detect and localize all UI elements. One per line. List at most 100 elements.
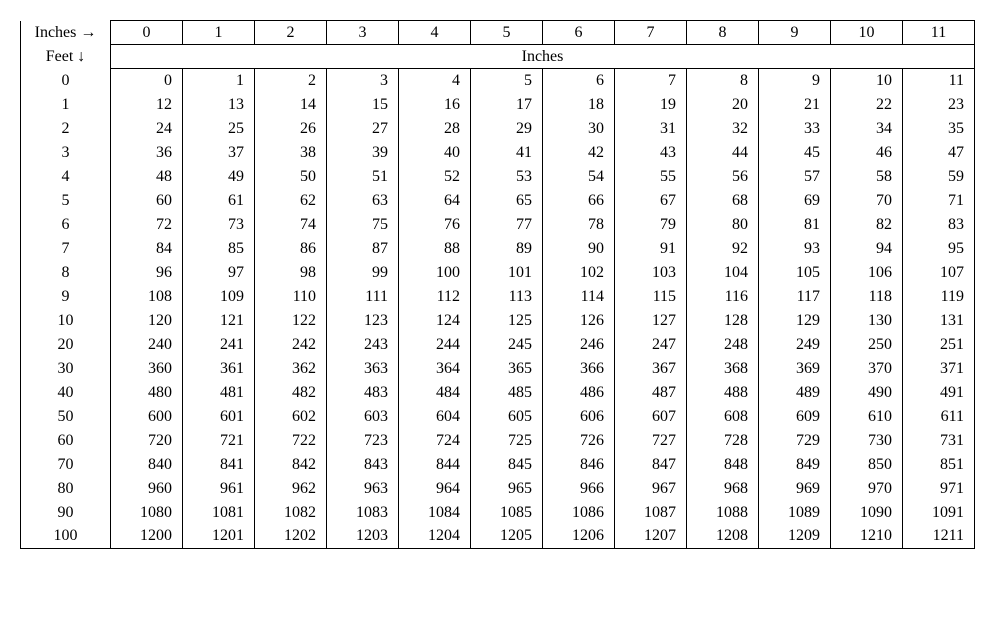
table-cell: 12 — [111, 93, 183, 117]
table-cell: 247 — [615, 333, 687, 357]
table-cell: 851 — [903, 453, 975, 477]
table-cell: 115 — [615, 285, 687, 309]
column-header: 0 — [111, 21, 183, 45]
table-cell: 249 — [759, 333, 831, 357]
table-row: 20240241242243244245246247248249250251 — [21, 333, 975, 357]
table-cell: 71 — [903, 189, 975, 213]
table-row: 10120121122123124125126127128129130131 — [21, 309, 975, 333]
table-cell: 1080 — [111, 501, 183, 525]
table-row: 1001200120112021203120412051206120712081… — [21, 525, 975, 549]
row-header-label: Feet ↓ — [21, 45, 111, 69]
table-cell: 1200 — [111, 525, 183, 549]
table-cell: 116 — [687, 285, 759, 309]
row-header: 2 — [21, 117, 111, 141]
table-cell: 124 — [399, 309, 471, 333]
table-cell: 114 — [543, 285, 615, 309]
table-cell: 91 — [615, 237, 687, 261]
table-cell: 56 — [687, 165, 759, 189]
table-cell: 92 — [687, 237, 759, 261]
table-cell: 842 — [255, 453, 327, 477]
table-cell: 51 — [327, 165, 399, 189]
table-cell: 1208 — [687, 525, 759, 549]
table-cell: 2 — [255, 69, 327, 93]
table-cell: 82 — [831, 213, 903, 237]
row-header: 20 — [21, 333, 111, 357]
table-cell: 25 — [183, 117, 255, 141]
table-cell: 964 — [399, 477, 471, 501]
table-cell: 723 — [327, 429, 399, 453]
table-cell: 603 — [327, 405, 399, 429]
table-cell: 1089 — [759, 501, 831, 525]
table-row: 4484950515253545556575859 — [21, 165, 975, 189]
table-cell: 112 — [399, 285, 471, 309]
table-cell: 74 — [255, 213, 327, 237]
table-cell: 245 — [471, 333, 543, 357]
table-cell: 15 — [327, 93, 399, 117]
table-cell: 848 — [687, 453, 759, 477]
column-header: 5 — [471, 21, 543, 45]
table-cell: 968 — [687, 477, 759, 501]
table-cell: 1201 — [183, 525, 255, 549]
table-cell: 19 — [615, 93, 687, 117]
table-cell: 9 — [759, 69, 831, 93]
table-row: 30360361362363364365366367368369370371 — [21, 357, 975, 381]
table-cell: 77 — [471, 213, 543, 237]
table-cell: 33 — [759, 117, 831, 141]
table-row: 60720721722723724725726727728729730731 — [21, 429, 975, 453]
row-header: 80 — [21, 477, 111, 501]
table-cell: 32 — [687, 117, 759, 141]
table-cell: 8 — [687, 69, 759, 93]
table-cell: 0 — [111, 69, 183, 93]
table-cell: 57 — [759, 165, 831, 189]
table-cell: 95 — [903, 237, 975, 261]
table-cell: 30 — [543, 117, 615, 141]
table-cell: 970 — [831, 477, 903, 501]
table-cell: 127 — [615, 309, 687, 333]
table-cell: 1081 — [183, 501, 255, 525]
table-cell: 89 — [471, 237, 543, 261]
table-cell: 41 — [471, 141, 543, 165]
table-cell: 85 — [183, 237, 255, 261]
table-cell: 3 — [327, 69, 399, 93]
table-cell: 843 — [327, 453, 399, 477]
table-cell: 1083 — [327, 501, 399, 525]
table-cell: 98 — [255, 261, 327, 285]
table-cell: 99 — [327, 261, 399, 285]
table-cell: 126 — [543, 309, 615, 333]
table-cell: 607 — [615, 405, 687, 429]
table-cell: 250 — [831, 333, 903, 357]
table-cell: 11 — [903, 69, 975, 93]
table-cell: 1084 — [399, 501, 471, 525]
table-cell: 490 — [831, 381, 903, 405]
table-cell: 76 — [399, 213, 471, 237]
table-cell: 1203 — [327, 525, 399, 549]
row-header: 4 — [21, 165, 111, 189]
table-cell: 965 — [471, 477, 543, 501]
table-row: 896979899100101102103104105106107 — [21, 261, 975, 285]
table-cell: 840 — [111, 453, 183, 477]
table-cell: 7 — [615, 69, 687, 93]
table-cell: 481 — [183, 381, 255, 405]
table-cell: 1090 — [831, 501, 903, 525]
table-cell: 62 — [255, 189, 327, 213]
table-cell: 850 — [831, 453, 903, 477]
conversion-table: Inches →01234567891011Feet ↓Inches001234… — [20, 20, 975, 549]
table-cell: 721 — [183, 429, 255, 453]
table-row: 70840841842843844845846847848849850851 — [21, 453, 975, 477]
table-cell: 35 — [903, 117, 975, 141]
table-cell: 367 — [615, 357, 687, 381]
table-cell: 485 — [471, 381, 543, 405]
table-cell: 17 — [471, 93, 543, 117]
table-cell: 365 — [471, 357, 543, 381]
table-cell: 14 — [255, 93, 327, 117]
table-cell: 18 — [543, 93, 615, 117]
table-cell: 960 — [111, 477, 183, 501]
table-cell: 37 — [183, 141, 255, 165]
table-cell: 66 — [543, 189, 615, 213]
table-cell: 371 — [903, 357, 975, 381]
column-header: 6 — [543, 21, 615, 45]
table-cell: 79 — [615, 213, 687, 237]
table-cell: 491 — [903, 381, 975, 405]
table-cell: 81 — [759, 213, 831, 237]
table-cell: 1209 — [759, 525, 831, 549]
